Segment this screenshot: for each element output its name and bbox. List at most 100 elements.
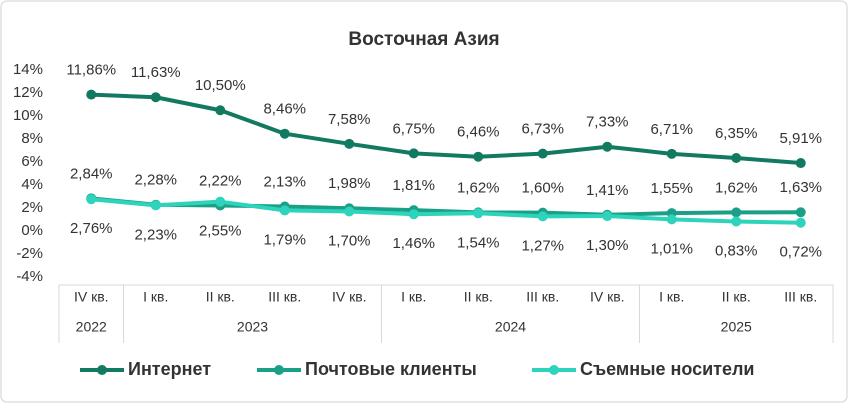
legend-marker [274,365,284,375]
x-tick-label: I кв. [659,289,684,305]
data-label: 1,55% [650,180,693,197]
x-tick-label: I кв. [401,289,426,305]
data-label: 8,46% [263,101,306,118]
data-label: 1,70% [328,232,371,249]
x-group-label: 2024 [495,319,526,335]
y-tick-label: 4% [21,176,43,193]
point [537,211,548,222]
data-label: 2,84% [70,165,113,182]
x-tick-label: II кв. [464,289,493,305]
data-label: 1,79% [263,231,306,248]
point [150,92,161,103]
point [150,200,161,211]
data-label: 6,73% [521,121,564,138]
data-label: 1,46% [392,235,435,252]
point [86,89,97,100]
data-label: 10,50% [195,77,246,94]
point [215,196,226,207]
point [473,208,484,219]
data-label: 1,30% [586,237,629,254]
point [408,148,419,159]
y-tick-label: 2% [21,199,43,216]
point [537,148,548,159]
legend-marker [97,365,107,375]
y-tick-label: 6% [21,153,43,170]
data-label: 1,60% [521,180,564,197]
x-tick-label: II кв. [722,289,751,305]
y-tick-label: 8% [21,130,43,147]
data-label: 0,83% [715,242,758,259]
point [344,206,355,217]
point [731,207,742,218]
data-label: 1,62% [715,179,758,196]
series-line [91,92,801,166]
x-tick-label: IV кв. [74,289,109,305]
legend-label: Почтовые клиенты [305,359,477,379]
data-label: 11,63% [131,64,181,81]
x-tick-label: III кв. [268,289,301,305]
data-label: 1,63% [779,179,822,196]
legend-label: Съемные носители [580,359,755,379]
point [666,148,677,159]
series-line [91,197,801,225]
x-tick-label: III кв. [526,289,559,305]
y-tick-label: -2% [16,245,43,262]
data-label: 6,75% [392,120,435,137]
data-label: 1,41% [586,182,629,199]
data-label: 6,46% [457,124,500,141]
data-label: 1,98% [328,175,371,192]
data-label: 2,22% [199,172,242,189]
data-label: 7,58% [328,111,371,128]
data-label: 6,35% [715,125,758,142]
point [215,105,226,116]
x-group-label: 2023 [237,319,268,335]
data-label: 5,91% [779,130,822,147]
data-label: 2,13% [263,173,306,190]
data-label: 1,01% [650,240,693,257]
data-label: 2,55% [199,223,242,240]
x-tick-label: IV кв. [590,289,625,305]
series-line [91,196,801,217]
point [344,138,355,149]
data-label: 2,76% [70,220,113,237]
point [408,209,419,220]
y-tick-label: 14% [13,61,43,78]
data-label: 11,86% [66,62,116,79]
point [795,217,806,228]
point [731,152,742,163]
point [279,128,290,139]
point [731,216,742,227]
y-tick-label: 0% [21,222,43,239]
point [473,151,484,162]
data-label: 1,62% [457,179,500,196]
point [602,211,613,222]
data-label: 2,23% [134,226,177,243]
point [602,141,613,152]
point [795,207,806,218]
point [795,158,806,169]
x-tick-label: III кв. [784,289,817,305]
x-tick-label: I кв. [143,289,168,305]
data-label: 6,71% [650,121,693,138]
chart-title: Восточная Азия [348,29,499,50]
x-group-label: 2025 [721,319,752,335]
x-tick-label: II кв. [206,289,235,305]
data-label: 1,27% [521,237,564,254]
data-label: 1,81% [392,177,435,194]
point [279,205,290,216]
legend-marker [549,365,559,375]
data-label: 0,72% [779,244,822,261]
x-tick-label: IV кв. [332,289,367,305]
y-tick-label: 12% [13,84,43,101]
data-label: 2,28% [134,172,177,189]
data-label: 7,33% [586,114,629,131]
y-tick-label: -4% [16,268,43,285]
legend-label: Интернет [128,359,211,379]
y-tick-label: 10% [13,107,43,124]
point [86,194,97,205]
data-label: 1,54% [457,234,500,251]
x-group-label: 2022 [76,319,107,335]
point [666,214,677,225]
